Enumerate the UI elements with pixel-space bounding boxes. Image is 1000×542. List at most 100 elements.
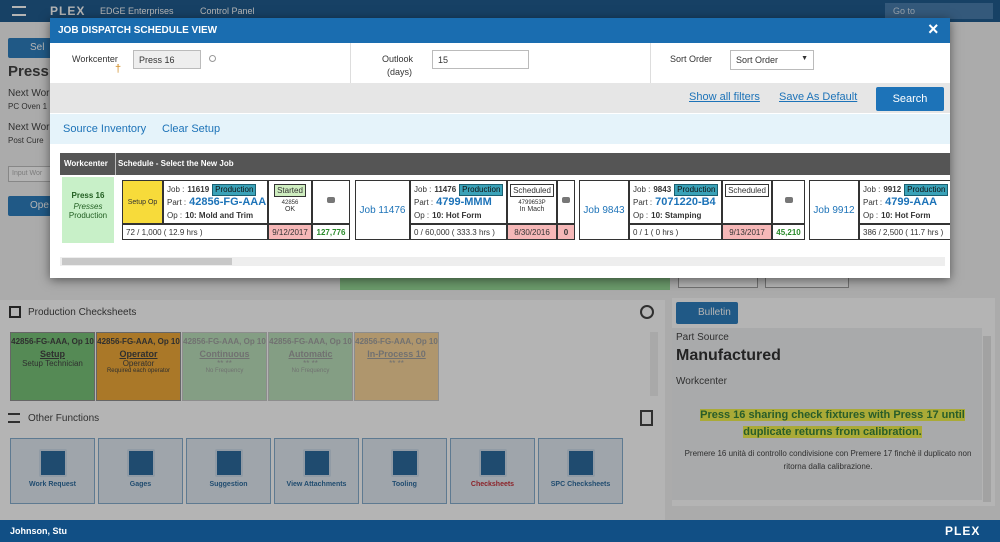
h-scrollbar[interactable] <box>60 257 945 266</box>
op-row: Op :10: Hot Form <box>414 209 503 222</box>
footer-logo: PLEX <box>945 524 981 538</box>
job-link[interactable]: Job 11476 <box>359 204 406 216</box>
tile-role: ** ** <box>217 359 232 368</box>
function-label: Tooling <box>392 481 417 488</box>
scroll-thumb[interactable] <box>62 258 232 265</box>
menu-icon[interactable] <box>12 6 26 16</box>
inventory-icon[interactable] <box>327 197 335 203</box>
op-label: Op : <box>863 211 879 220</box>
value: PC Oven 1 <box>8 102 48 111</box>
operation: 10: Hot Form <box>432 211 482 220</box>
workcenter-input[interactable]: Press 16 <box>133 50 201 69</box>
part-number[interactable]: 7071220-B4 <box>655 196 716 208</box>
inventory-icon[interactable] <box>562 197 570 203</box>
function-label: SPC Checksheets <box>550 481 611 488</box>
scrollbar[interactable] <box>650 332 658 396</box>
op-label: Op : <box>633 211 649 220</box>
part-number[interactable]: 42856-FG-AAA <box>189 196 267 208</box>
job-info: Job :11619 Production Part :42856-FG-AAA Op… <box>163 180 268 224</box>
op-row: Op :10: Hot Form <box>863 209 950 222</box>
save-default-link[interactable]: Save As Default <box>779 91 858 103</box>
job-link-cell[interactable]: Job 9843 <box>579 180 629 240</box>
checksheet-tile[interactable]: 42856-FG-AAA, Op 10 In-Process 10 ** ** <box>354 332 439 401</box>
part-number[interactable]: 4799-AAA <box>885 196 938 208</box>
function-icon <box>390 449 419 477</box>
tile-name: Setup <box>39 349 65 359</box>
close-button[interactable]: × <box>928 19 939 39</box>
tab-link[interactable]: Source Inventory <box>63 123 147 135</box>
tab-bar: Source Inventory Clear Setup <box>50 114 950 144</box>
function-button[interactable]: Suggestion <box>186 438 271 504</box>
function-button[interactable]: View Attachments <box>274 438 359 504</box>
dropdown-arrow: ▼ <box>801 55 808 62</box>
filter-label: Sort Order <box>670 54 713 64</box>
job-link[interactable]: Job 9843 <box>583 204 625 216</box>
function-button[interactable]: Checksheets <box>450 438 535 504</box>
job-row: Job :11476 Production <box>414 183 504 196</box>
lookup-icon[interactable] <box>209 55 216 62</box>
logo: PLEX <box>50 4 86 18</box>
operation: 10: Stamping <box>651 211 702 220</box>
checksheet-tile[interactable]: 42856-FG-AAA, Op 10 Continuous ** ** No Fre… <box>182 332 267 401</box>
placeholder: Input Wor <box>12 170 43 177</box>
search-box[interactable]: Go to <box>885 3 993 19</box>
schedule-grid: Workcenter Schedule - Select the New Job P… <box>60 153 950 253</box>
tile-name: Operator <box>119 349 158 359</box>
select-value: Sort Order <box>736 55 779 65</box>
function-list: Work Request Gages Suggestion View Attachme… <box>10 438 650 504</box>
function-button[interactable]: Gages <box>98 438 183 504</box>
function-button[interactable]: SPC Checksheets <box>538 438 623 504</box>
part-label: Part : <box>863 198 883 207</box>
required-marker: † <box>115 63 122 75</box>
operation: 10: Hot Form <box>881 211 931 220</box>
function-button[interactable]: Tooling <box>362 438 447 504</box>
show-filters-link[interactable]: Show all filters <box>689 91 760 103</box>
search-button[interactable]: Search <box>876 87 944 111</box>
open-button[interactable]: Ope <box>8 196 52 216</box>
tab-link[interactable]: Clear Setup <box>162 123 221 135</box>
job-label: Job : <box>414 185 432 194</box>
part-number[interactable]: 4799-MMM <box>436 196 492 208</box>
function-button[interactable]: Work Request <box>10 438 95 504</box>
op-label: Op : <box>414 211 430 220</box>
inventory-icon[interactable] <box>784 197 793 203</box>
workcenter-cell: Press 16 Presses Production <box>62 177 114 243</box>
job-link-cell[interactable]: Job 9912 <box>809 180 859 240</box>
function-icon <box>126 449 155 477</box>
part-label: Part : <box>414 198 434 207</box>
workcenter-name: Press 16 <box>71 191 105 200</box>
function-label: Gages <box>129 481 152 488</box>
tile-note: Required each operator <box>106 368 171 374</box>
footer: Johnson, Stu PLEX <box>0 520 1000 542</box>
tile-role: Setup Technician <box>22 359 83 368</box>
scrollbar[interactable] <box>983 336 991 502</box>
label: Next Wor <box>8 122 50 133</box>
field-label: Part Source <box>676 332 729 343</box>
refresh-icon[interactable] <box>640 305 654 319</box>
bulletin-button[interactable]: Bulletin <box>676 302 738 324</box>
function-label: View Attachments <box>286 481 347 488</box>
job-link[interactable]: Job 9912 <box>813 204 855 216</box>
quantity: 72 / 1,000 ( 12.9 hrs ) <box>122 224 268 240</box>
user-name: Johnson, Stu <box>10 526 67 536</box>
outlook-input[interactable]: 15 <box>432 50 529 69</box>
select-button[interactable]: Sel <box>8 38 52 58</box>
tile-note: No Frequency <box>291 368 330 374</box>
job-link-cell[interactable]: Job 11476 <box>355 180 410 240</box>
job-info: Job :11476 Production Part :4799-MMM Op :10… <box>410 180 507 224</box>
checksheet-tile[interactable]: 42856-FG-AAA, Op 10 Setup Setup Technician <box>10 332 95 401</box>
tile-title: 42856-FG-AAA, Op 10 <box>269 337 352 346</box>
checksheet-tile[interactable]: 42856-FG-AAA, Op 10 Automatic ** ** No Freq… <box>268 332 353 401</box>
add-icon[interactable] <box>640 410 653 426</box>
function-label: Work Request <box>29 481 76 488</box>
state-detail: In Mach <box>519 206 545 213</box>
breadcrumb[interactable]: Control Panel <box>200 6 255 16</box>
function-icon <box>214 449 243 477</box>
state-cell: Scheduled 4799653P In Mach <box>507 180 557 224</box>
divider <box>350 43 351 101</box>
company-selector[interactable]: EDGE Enterprises <box>100 6 174 16</box>
sort-select[interactable]: Sort Order ▼ <box>730 50 814 70</box>
tile-name: Continuous <box>199 349 250 359</box>
part-row: Part :4799-MMM <box>414 196 503 209</box>
checksheet-tile[interactable]: 42856-FG-AAA, Op 10 Operator Operator Requi… <box>96 332 181 401</box>
